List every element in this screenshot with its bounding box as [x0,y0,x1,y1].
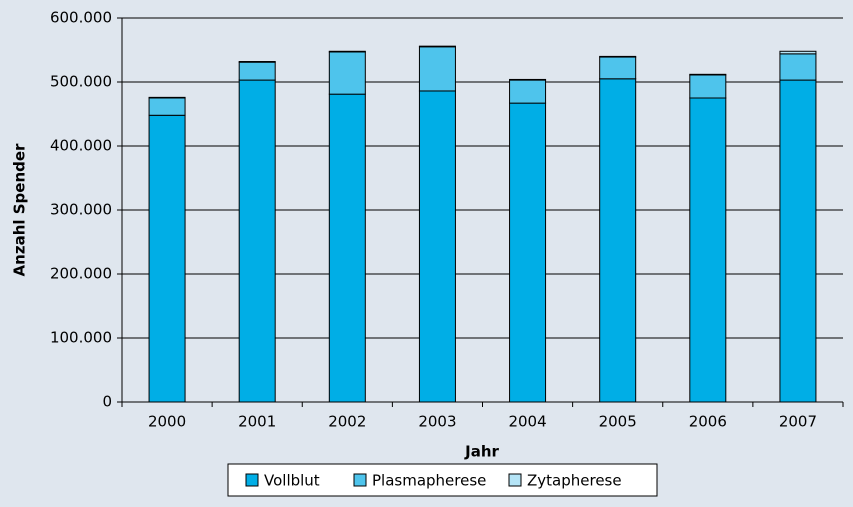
bar-segment [238,61,276,63]
y-tick-label: 300.000 [50,201,112,219]
legend-box [227,463,658,497]
legend-label: Vollblut [264,472,320,490]
bar-segment [148,97,186,116]
bar-segment [328,51,366,95]
bar-segment [689,73,727,76]
legend-swatch [353,473,367,487]
y-tick-label: 100.000 [50,329,112,347]
bar-segment [148,114,186,403]
bar-segment [418,45,456,48]
bar-segment [599,56,637,80]
legend-label: Zytapherese [527,472,622,490]
legend-label: Plasmapherese [372,472,486,490]
bar-segment [689,97,727,403]
bar-segment [238,61,276,81]
x-tick-label: 2004 [508,413,546,431]
y-tick-label: 200.000 [50,265,112,283]
bar-segment [148,96,186,99]
bar-segment [509,102,547,403]
legend-swatch [245,473,259,487]
bar-segment [418,90,456,403]
bar-segment [689,74,727,99]
bar-segment [509,78,547,81]
x-axis-title: Jahr [464,443,499,461]
x-tick-label: 2002 [328,413,366,431]
bar-segment [599,55,637,58]
bar-segment [779,53,817,81]
y-tick-label: 0 [102,393,112,411]
bar-segment [599,78,637,403]
bar-segment [328,50,366,53]
y-tick-label: 600.000 [50,9,112,27]
x-tick-label: 2006 [689,413,727,431]
bar-segment [418,46,456,92]
bar-segment [779,79,817,403]
bar-segment [238,79,276,403]
x-tick-label: 2007 [779,413,817,431]
bar-segment [779,50,817,55]
x-tick-label: 2000 [148,413,186,431]
bar-segment [509,79,547,104]
y-tick-label: 400.000 [50,137,112,155]
x-tick-label: 2003 [418,413,456,431]
x-tick-label: 2001 [238,413,276,431]
y-tick-label: 500.000 [50,73,112,91]
x-tick-label: 2005 [599,413,637,431]
legend-swatch [508,473,522,487]
bar-segment [328,93,366,403]
y-axis-title: Anzahl Spender [11,143,29,276]
